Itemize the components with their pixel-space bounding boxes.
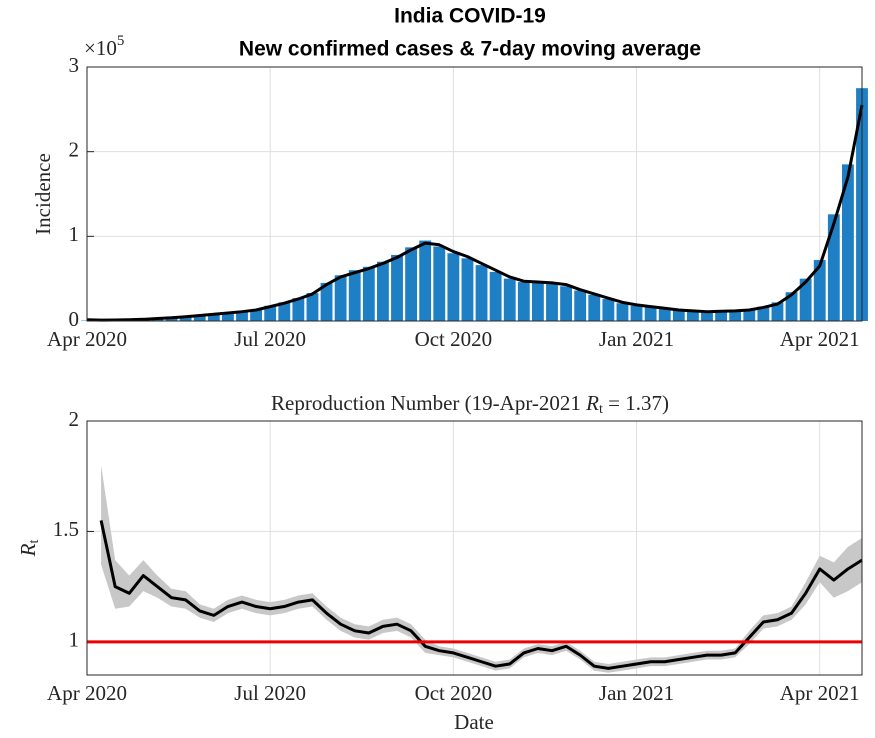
plot-area	[87, 421, 862, 675]
x-tick-label: Apr 2020	[47, 327, 127, 351]
bar	[658, 308, 671, 321]
bar	[447, 253, 460, 321]
bar	[348, 270, 361, 321]
bar	[207, 313, 220, 321]
bar	[827, 214, 840, 321]
y-tick-label: 1.5	[53, 517, 79, 541]
bar	[701, 312, 713, 321]
y-label-symbol: R	[16, 543, 40, 557]
y-tick-label: 0	[69, 307, 80, 331]
bar	[715, 310, 728, 321]
bar	[489, 271, 502, 321]
y-tick-label: 1	[69, 222, 80, 246]
line	[86, 104, 864, 322]
bar	[771, 302, 784, 321]
bar	[433, 246, 446, 321]
bar	[320, 282, 333, 321]
exponent-base: ×10	[84, 36, 117, 60]
line	[99, 520, 863, 670]
bar	[743, 309, 756, 321]
bar	[546, 283, 558, 321]
bar	[644, 307, 657, 321]
y-tick-label: 2	[69, 407, 80, 431]
bar	[306, 293, 319, 321]
y-tick-label: 1	[69, 628, 80, 652]
y-axis-label: Rt	[16, 540, 42, 558]
bar	[799, 278, 812, 321]
title-symbol: R	[585, 391, 599, 415]
bar	[503, 278, 516, 321]
bar	[461, 258, 474, 321]
bar	[841, 164, 854, 321]
x-tick-label: Jan 2021	[599, 681, 674, 705]
title-text: Reproduction Number (19-Apr-2021	[271, 391, 586, 415]
bar	[686, 311, 699, 321]
exponent-label: ×105	[84, 33, 124, 59]
x-tick-label: Apr 2020	[47, 681, 127, 705]
bar	[165, 317, 178, 321]
title-subscript: t	[599, 402, 603, 417]
x-tick-label: Jul 2020	[234, 327, 306, 351]
bar	[391, 254, 403, 321]
bar	[264, 305, 277, 321]
plot-area	[87, 67, 862, 321]
bar	[588, 294, 601, 321]
bar	[813, 260, 826, 321]
chart-title: Reproduction Number (19-Apr-2021 Rt = 1.…	[271, 391, 669, 417]
bar	[630, 305, 643, 321]
y-tick-label: 3	[69, 53, 80, 77]
bar	[419, 240, 432, 321]
title-text: = 1.37)	[603, 391, 669, 415]
bar	[179, 316, 192, 321]
bar	[574, 290, 587, 321]
exponent: 5	[117, 33, 125, 49]
x-tick-label: Jul 2020	[234, 681, 306, 705]
x-tick-label: Apr 2021	[780, 681, 860, 705]
axes-frame	[86, 420, 863, 676]
x-tick-label: Jan 2021	[599, 327, 674, 351]
chart-subtitle: New confirmed cases & 7-day moving avera…	[239, 38, 701, 61]
axes-frame	[86, 66, 863, 322]
x-tick-label: Apr 2021	[780, 327, 860, 351]
bar	[221, 312, 234, 321]
bar	[602, 298, 615, 321]
bar	[292, 298, 305, 321]
y-axis-label: Incidence	[31, 153, 55, 235]
y-label-subscript: t	[27, 540, 42, 544]
bar	[531, 281, 544, 321]
bar	[672, 310, 685, 321]
bar	[729, 309, 742, 321]
bar	[405, 247, 418, 321]
bar	[785, 292, 798, 321]
y-tick-label: 2	[69, 137, 80, 161]
bar	[560, 286, 573, 321]
x-tick-label: Oct 2020	[415, 681, 493, 705]
bar	[757, 306, 770, 321]
bar	[376, 261, 389, 321]
bar	[517, 282, 530, 321]
bar	[278, 302, 291, 321]
bar	[193, 315, 206, 321]
x-axis-label: Date	[454, 710, 494, 734]
bar	[334, 275, 347, 321]
bar	[250, 309, 263, 321]
chart-title: India COVID-19	[394, 5, 546, 28]
bar	[362, 266, 375, 321]
bar	[475, 265, 488, 321]
bar	[236, 311, 248, 321]
bar	[616, 303, 629, 321]
x-tick-label: Oct 2020	[415, 327, 493, 351]
